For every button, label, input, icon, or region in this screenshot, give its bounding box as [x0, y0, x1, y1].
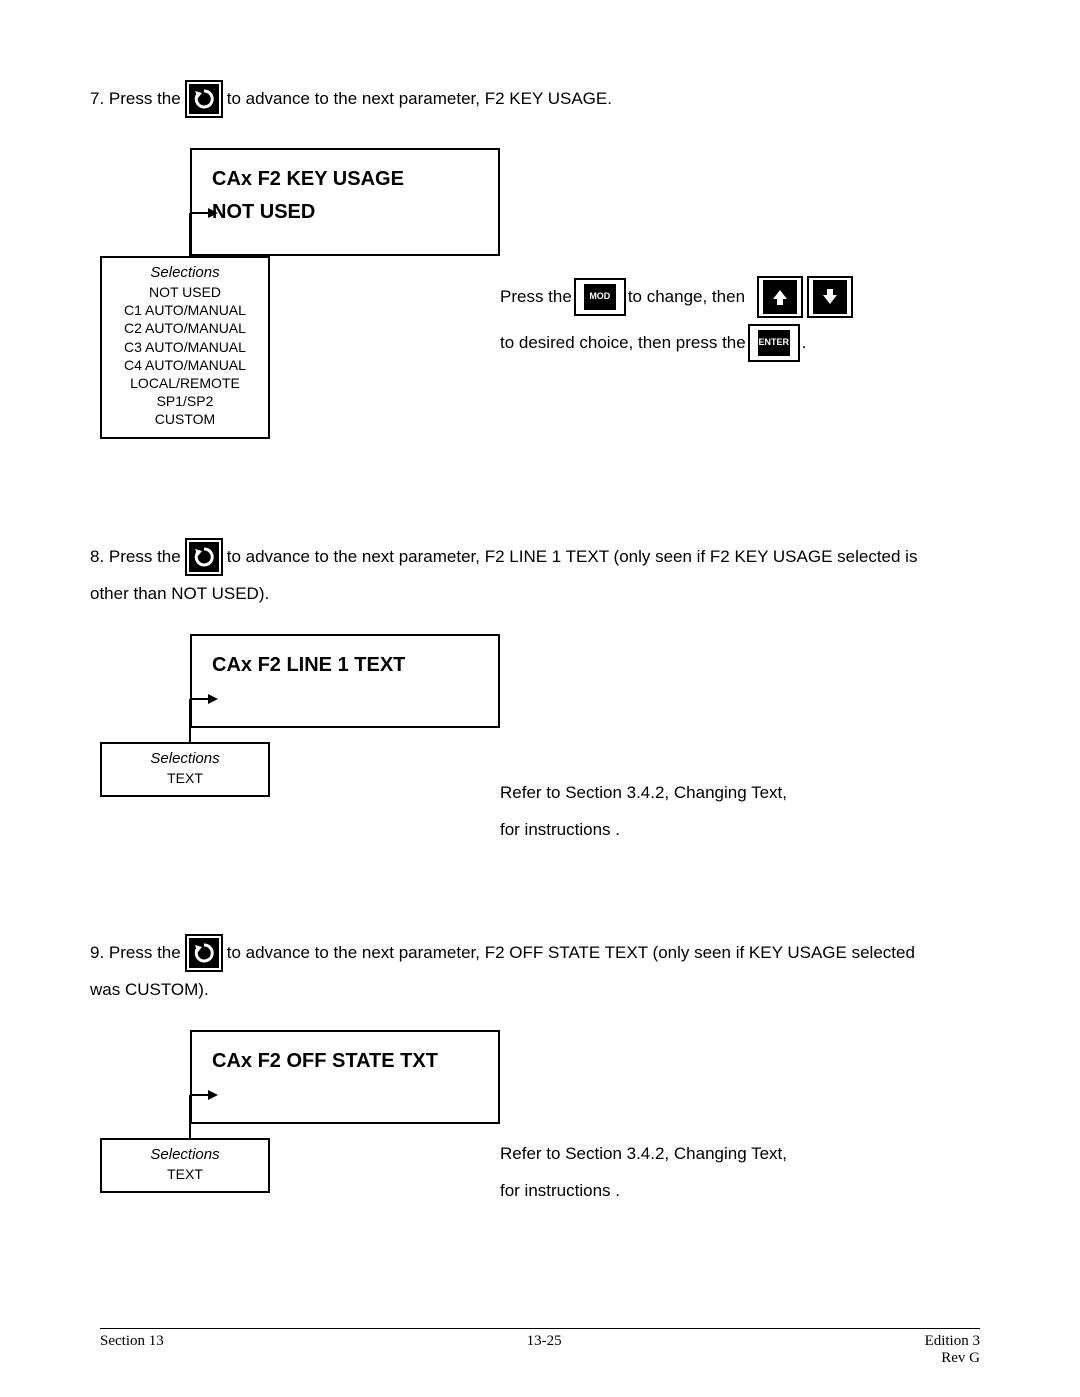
- ref-text-8a: Refer to Section 3.4.2, Changing Text,: [500, 774, 920, 811]
- ref-text-9b: for instructions .: [500, 1172, 920, 1209]
- step-8-intro: 8. Press the to advance to the next para…: [90, 538, 990, 576]
- down-key-outer: [807, 276, 853, 318]
- instr-to-change: to change, then: [628, 278, 745, 315]
- instr-to-desired: to desired choice, then press the: [500, 324, 746, 361]
- selection-item: C1 AUTO/MANUAL: [114, 301, 256, 319]
- manual-page: 7. Press the to advance to the next para…: [0, 0, 1080, 1397]
- footer-edition: Edition 3: [925, 1333, 980, 1350]
- selection-item: LOCAL/REMOTE: [114, 374, 256, 392]
- footer-left: Section 13: [100, 1333, 164, 1367]
- rotary-key-icon: [185, 80, 223, 118]
- instructions-8: Refer to Section 3.4.2, Changing Text, f…: [500, 774, 920, 849]
- selections-box-9: Selections TEXT: [100, 1138, 270, 1193]
- ref-text-9a: Refer to Section 3.4.2, Changing Text,: [500, 1135, 920, 1172]
- instr-press-the: Press the: [500, 278, 572, 315]
- selections-heading-9: Selections: [114, 1146, 256, 1163]
- step-7-intro: 7. Press the to advance to the next para…: [90, 80, 990, 118]
- ref-text-8b: for instructions .: [500, 811, 920, 848]
- step-9-prefix: 9. Press the: [90, 939, 181, 966]
- step-9-line2: was CUSTOM).: [90, 980, 990, 1000]
- enter-key-icon: ENTER: [756, 328, 792, 358]
- selections-box-7: Selections NOT USED C1 AUTO/MANUAL C2 AU…: [100, 256, 270, 439]
- step-9-mid: to advance to the next parameter, F2 OFF…: [227, 939, 915, 966]
- selection-item: CUSTOM: [114, 410, 256, 428]
- up-arrow-icon: [763, 280, 797, 314]
- step-8-mid: to advance to the next parameter, F2 LIN…: [227, 543, 918, 570]
- step-9-section: 9. Press the to advance to the next para…: [90, 934, 990, 1190]
- footer-center: 13-25: [527, 1333, 562, 1367]
- enter-key-outer: ENTER: [748, 324, 800, 362]
- display-title-7: CAx F2 KEY USAGE: [212, 168, 478, 191]
- selection-item: SP1/SP2: [114, 392, 256, 410]
- display-title-9: CAx F2 OFF STATE TXT: [212, 1050, 478, 1073]
- rotary-key-icon: [185, 934, 223, 972]
- down-arrow-icon: [813, 280, 847, 314]
- instructions-9: Refer to Section 3.4.2, Changing Text, f…: [500, 1135, 920, 1210]
- step-9-intro: 9. Press the to advance to the next para…: [90, 934, 990, 972]
- display-title-8: CAx F2 LINE 1 TEXT: [212, 654, 478, 677]
- display-box-7: CAx F2 KEY USAGE NOT USED: [190, 148, 500, 256]
- footer-right: Edition 3 Rev G: [925, 1333, 980, 1367]
- selection-item: C3 AUTO/MANUAL: [114, 338, 256, 356]
- instructions-7: Press the MOD to change, then: [500, 276, 920, 368]
- selection-item: NOT USED: [114, 283, 256, 301]
- selection-item: C4 AUTO/MANUAL: [114, 356, 256, 374]
- selections-heading-7: Selections: [114, 264, 256, 281]
- rotary-key-icon: [185, 538, 223, 576]
- selection-item: C2 AUTO/MANUAL: [114, 319, 256, 337]
- display-box-9: CAx F2 OFF STATE TXT: [190, 1030, 500, 1124]
- display-box-8: CAx F2 LINE 1 TEXT: [190, 634, 500, 728]
- mod-key-outer: MOD: [574, 278, 626, 316]
- page-footer: Section 13 13-25 Edition 3 Rev G: [100, 1328, 980, 1367]
- selections-heading-8: Selections: [114, 750, 256, 767]
- up-key-outer: [757, 276, 803, 318]
- step-7-suffix: to advance to the next parameter, F2 KEY…: [227, 85, 612, 112]
- step-7-prefix: 7. Press the: [90, 85, 181, 112]
- mod-key-icon: MOD: [582, 282, 618, 312]
- instr-period: .: [802, 324, 807, 361]
- step-7-section: 7. Press the to advance to the next para…: [90, 80, 990, 408]
- selections-box-8: Selections TEXT: [100, 742, 270, 797]
- footer-rev: Rev G: [925, 1350, 980, 1367]
- step-8-line2: other than NOT USED).: [90, 584, 990, 604]
- selection-item: TEXT: [114, 769, 256, 787]
- selection-item: TEXT: [114, 1165, 256, 1183]
- display-value-7: NOT USED: [212, 201, 478, 224]
- step-8-section: 8. Press the to advance to the next para…: [90, 538, 990, 784]
- step-8-prefix: 8. Press the: [90, 543, 181, 570]
